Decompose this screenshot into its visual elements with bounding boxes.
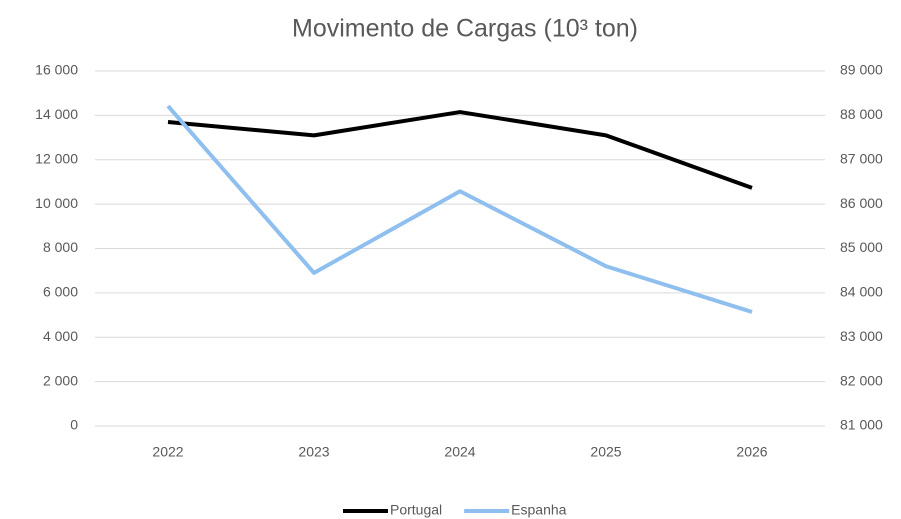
y2-tick-label: 86 000 <box>840 195 883 211</box>
legend-label: Espanha <box>511 502 566 518</box>
y-tick-label: 12 000 <box>35 150 78 166</box>
series-line <box>167 110 753 190</box>
y2-tick-label: 83 000 <box>840 328 883 344</box>
y2-tick-label: 84 000 <box>840 284 883 300</box>
y2-tick-label: 88 000 <box>840 106 883 122</box>
y2-tick-label: 87 000 <box>840 150 883 166</box>
legend-label: Portugal <box>390 502 442 518</box>
x-tick-label: 2025 <box>590 444 621 460</box>
y-tick-label: 16 000 <box>35 62 78 78</box>
y-tick-label: 6 000 <box>43 284 78 300</box>
y-tick-label: 4 000 <box>43 328 78 344</box>
y-tick-label: 0 <box>70 417 78 433</box>
y2-tick-label: 82 000 <box>840 372 883 388</box>
y-tick-label: 2 000 <box>43 372 78 388</box>
x-tick-label: 2024 <box>444 444 475 460</box>
x-tick-label: 2023 <box>298 444 329 460</box>
series-line <box>166 104 753 314</box>
x-tick-label: 2022 <box>152 444 183 460</box>
y2-tick-label: 85 000 <box>840 239 883 255</box>
y2-tick-label: 89 000 <box>840 62 883 78</box>
y-tick-label: 14 000 <box>35 106 78 122</box>
chart-title: Movimento de Cargas (10³ ton) <box>292 15 638 43</box>
x-tick-label: 2026 <box>736 444 767 460</box>
y2-tick-label: 81 000 <box>840 417 883 433</box>
y-tick-label: 10 000 <box>35 195 78 211</box>
y-tick-label: 8 000 <box>43 239 78 255</box>
